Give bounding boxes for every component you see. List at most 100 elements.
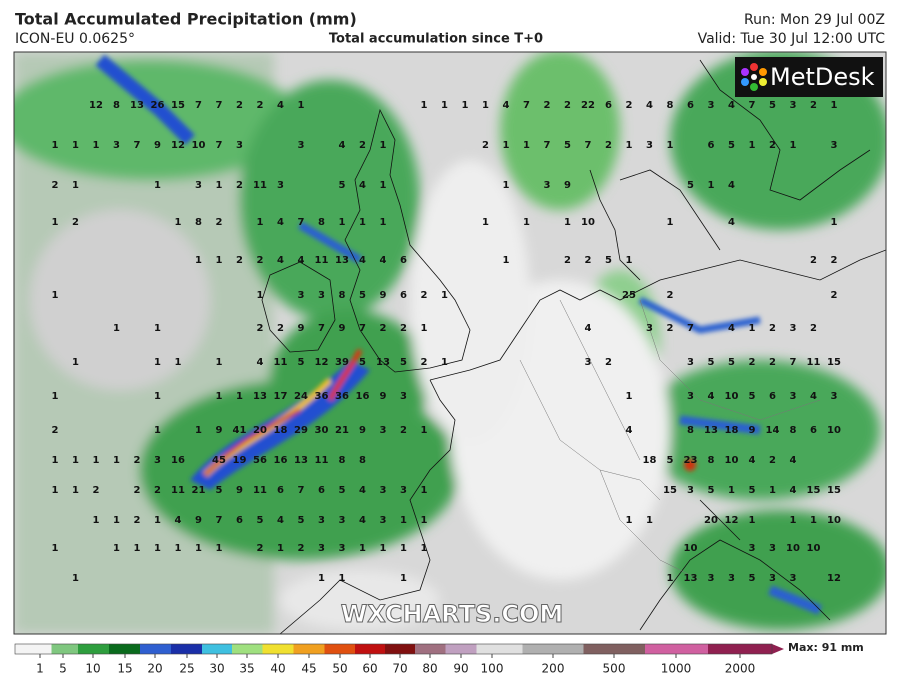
precip-label: 7 <box>216 140 223 151</box>
precip-label: 3 <box>687 485 694 496</box>
precip-label: 1 <box>523 217 530 228</box>
logo-text: MetDesk <box>770 63 875 91</box>
precip-label: 3 <box>318 543 325 554</box>
precip-label: 2 <box>216 217 223 228</box>
precip-label: 1 <box>195 425 202 436</box>
title: Total Accumulated Precipitation (mm) <box>15 10 357 29</box>
precip-label: 10 <box>725 455 739 466</box>
precip-label: 3 <box>318 290 325 301</box>
precip-label: 2 <box>769 455 776 466</box>
precip-label: 6 <box>236 515 243 526</box>
precip-label: 1 <box>52 140 59 151</box>
precip-label: 1 <box>380 217 387 228</box>
precip-label: 10 <box>581 217 595 228</box>
precip-label: 1 <box>523 140 530 151</box>
precip-label: 5 <box>687 180 694 191</box>
precip-label: 2 <box>810 255 817 266</box>
precip-label: 1 <box>400 515 407 526</box>
precip-label: 9 <box>564 180 571 191</box>
precip-label: 5 <box>667 455 674 466</box>
colorbar-segment <box>140 644 171 654</box>
colorbar-segment <box>355 644 385 654</box>
precip-label: 9 <box>154 140 161 151</box>
precip-label: 2 <box>236 100 243 111</box>
precip-label: 2 <box>134 515 141 526</box>
precip-label: 3 <box>708 100 715 111</box>
precip-label: 2 <box>400 425 407 436</box>
precip-label: 5 <box>298 515 305 526</box>
precip-label: 1 <box>503 255 510 266</box>
precip-label: 5 <box>298 357 305 368</box>
colorbar-label: 80 <box>422 662 437 676</box>
precip-label: 11 <box>807 357 821 368</box>
precip-label: 5 <box>728 357 735 368</box>
precip-label: 18 <box>643 455 657 466</box>
precip-label: 10 <box>684 543 698 554</box>
precip-label: 1 <box>626 515 633 526</box>
subtitle: Total accumulation since T+0 <box>329 32 543 47</box>
colorbar-label: 25 <box>179 662 194 676</box>
precip-label: 9 <box>195 515 202 526</box>
precip-label: 1 <box>52 391 59 402</box>
precip-label: 7 <box>216 100 223 111</box>
precip-label: 4 <box>277 100 284 111</box>
precip-field <box>14 52 886 634</box>
colorbar-segment <box>708 644 772 654</box>
precip-label: 10 <box>827 425 841 436</box>
precip-label: 1 <box>216 543 223 554</box>
run-time: Run: Mon 29 Jul 00Z <box>744 12 885 28</box>
precip-label: 1 <box>113 515 120 526</box>
precip-label: 4 <box>175 515 182 526</box>
precip-label: 1 <box>380 140 387 151</box>
map-frame <box>13 51 887 635</box>
model: ICON-EU 0.0625° <box>15 31 135 47</box>
colorbar-label: 35 <box>239 662 254 676</box>
max-label: Max: 91 mm <box>788 641 864 654</box>
precip-label: 1 <box>503 180 510 191</box>
valid-time: Valid: Tue 30 Jul 12:00 UTC <box>698 31 886 47</box>
precip-label: 41 <box>233 425 247 436</box>
precip-label: 2 <box>769 357 776 368</box>
colorbar-label: 100 <box>481 662 504 676</box>
precip-label: 3 <box>646 323 653 334</box>
precip-label: 21 <box>335 425 349 436</box>
precip-label: 1 <box>113 323 120 334</box>
precip-label: 1 <box>421 543 428 554</box>
precip-label: 1 <box>216 357 223 368</box>
precip-label: 5 <box>400 357 407 368</box>
precip-label: 1 <box>790 515 797 526</box>
precip-label: 8 <box>687 425 694 436</box>
precip-label: 1 <box>421 485 428 496</box>
precip-label: 9 <box>339 323 346 334</box>
precip-label: 15 <box>663 485 677 496</box>
precip-label: 1 <box>216 391 223 402</box>
colorbar-label: 40 <box>270 662 285 676</box>
precip-label: 3 <box>790 391 797 402</box>
precip-label: 3 <box>318 515 325 526</box>
precip-label: 3 <box>113 140 120 151</box>
precip-label: 1 <box>482 100 489 111</box>
colorbar-label: 30 <box>209 662 224 676</box>
precip-label: 2 <box>667 290 674 301</box>
precip-label: 1 <box>72 455 79 466</box>
colorbar-segment <box>522 644 584 654</box>
precip-label: 5 <box>359 357 366 368</box>
precip-label: 3 <box>339 515 346 526</box>
precip-label: 1 <box>564 217 571 228</box>
precip-label: 2 <box>544 100 551 111</box>
precip-label: 4 <box>298 255 305 266</box>
precip-label: 2 <box>626 100 633 111</box>
precip-label: 7 <box>134 140 141 151</box>
precip-label: 9 <box>298 323 305 334</box>
precip-label: 8 <box>667 100 674 111</box>
colorbar-segment <box>78 644 109 654</box>
precip-label: 1 <box>421 515 428 526</box>
precip-label: 5 <box>708 485 715 496</box>
precip-label: 1 <box>441 290 448 301</box>
precip-label: 2 <box>257 255 264 266</box>
precip-label: 15 <box>171 100 185 111</box>
precip-label: 23 <box>684 455 698 466</box>
precip-label: 11 <box>315 455 329 466</box>
precip-label: 3 <box>769 543 776 554</box>
precip-label: 2 <box>421 290 428 301</box>
